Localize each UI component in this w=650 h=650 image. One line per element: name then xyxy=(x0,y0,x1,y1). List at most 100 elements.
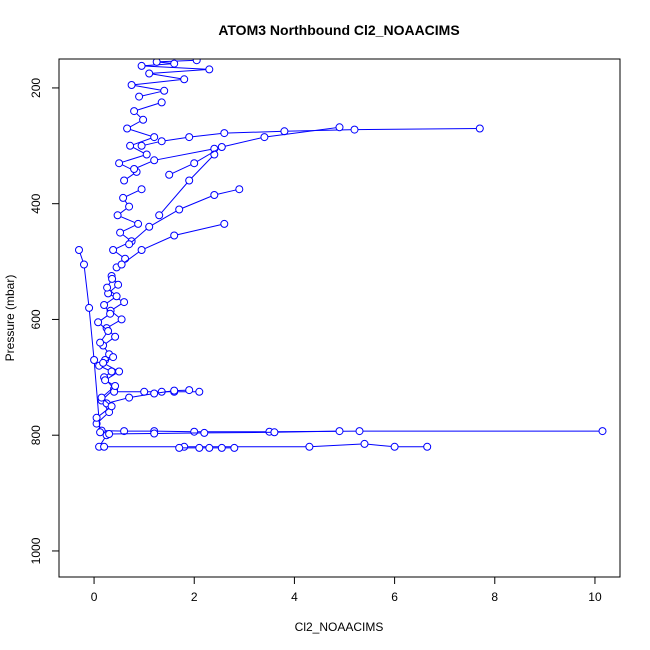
data-point xyxy=(127,81,136,89)
data-point xyxy=(200,428,209,437)
series-line-13 xyxy=(104,443,428,448)
data-point xyxy=(109,246,118,254)
data-point xyxy=(160,86,169,95)
data-point xyxy=(137,61,146,70)
data-point xyxy=(195,443,204,452)
data-point xyxy=(116,228,125,237)
data-point xyxy=(170,59,179,68)
data-point xyxy=(120,176,129,185)
data-point xyxy=(108,274,117,283)
data-point xyxy=(111,332,120,341)
series-line-4 xyxy=(131,59,210,98)
data-point xyxy=(155,211,164,220)
data-point xyxy=(220,219,229,228)
data-point xyxy=(125,240,134,249)
data-point xyxy=(335,427,344,436)
data-point xyxy=(235,185,244,194)
x-tick-label: 4 xyxy=(291,590,298,604)
y-tick-label: 600 xyxy=(29,309,43,329)
plot-frame xyxy=(58,58,621,578)
data-point xyxy=(109,353,118,362)
x-tick-label: 2 xyxy=(191,590,198,604)
data-point xyxy=(192,59,201,65)
chart-title: ATOM3 Northbound Cl2_NOAACIMS xyxy=(218,22,459,38)
data-point xyxy=(230,443,239,452)
data-point xyxy=(117,315,126,324)
data-point xyxy=(100,301,109,309)
data-point xyxy=(125,202,134,211)
x-tick-label: 0 xyxy=(91,590,98,604)
data-point xyxy=(210,150,219,159)
data-point xyxy=(145,69,154,78)
series-line-2 xyxy=(112,188,142,268)
data-point xyxy=(126,141,135,150)
data-point xyxy=(152,59,161,66)
data-point xyxy=(139,115,148,124)
data-point xyxy=(94,318,103,327)
data-point xyxy=(137,141,146,150)
data-point xyxy=(115,367,124,376)
data-point xyxy=(92,413,101,422)
data-point xyxy=(115,159,124,168)
data-point xyxy=(100,442,109,451)
data-point xyxy=(135,92,144,101)
y-tick-label: 200 xyxy=(29,78,43,98)
data-point xyxy=(217,443,226,452)
data-point xyxy=(117,260,126,269)
data-point xyxy=(355,427,364,436)
data-point xyxy=(90,356,99,364)
data-point xyxy=(119,193,128,202)
x-tick-label: 6 xyxy=(391,590,398,604)
data-point xyxy=(106,309,115,318)
data-point xyxy=(220,129,229,138)
data-point xyxy=(101,376,110,385)
data-point xyxy=(165,170,174,179)
x-axis: 0 2 4 6 8 10 xyxy=(91,576,602,604)
data-point xyxy=(112,292,121,301)
data-point xyxy=(205,65,214,74)
data-point xyxy=(150,133,159,142)
data-point xyxy=(150,156,159,165)
data-point xyxy=(150,429,159,438)
data-point xyxy=(103,283,112,292)
data-point xyxy=(137,185,146,194)
y-tick-label: 400 xyxy=(29,193,43,213)
series-line-8 xyxy=(121,223,225,265)
data-point xyxy=(130,165,139,173)
series-line-3 xyxy=(117,101,162,181)
data-point xyxy=(96,428,105,437)
data-point xyxy=(190,159,199,168)
series-line-11 xyxy=(101,430,603,433)
data-point xyxy=(80,260,88,269)
data-point xyxy=(157,98,166,107)
data-point xyxy=(157,137,166,146)
data-point xyxy=(134,219,143,228)
x-tick-label: 8 xyxy=(491,590,498,604)
data-point xyxy=(97,393,106,402)
data-point xyxy=(190,427,199,436)
data-point xyxy=(350,125,359,134)
data-point xyxy=(260,133,269,142)
data-point xyxy=(195,387,204,396)
data-point xyxy=(113,211,122,220)
y-axis: 200 400 600 800 1000 xyxy=(29,78,60,564)
series-line-1 xyxy=(102,275,126,355)
plot-area xyxy=(75,59,607,452)
data-point xyxy=(99,358,108,367)
data-point xyxy=(150,389,159,398)
data-point xyxy=(120,298,129,307)
data-point xyxy=(107,402,116,411)
series-line-7 xyxy=(128,188,240,245)
data-point xyxy=(180,75,189,84)
data-point xyxy=(114,280,123,289)
data-point xyxy=(305,442,314,451)
data-point xyxy=(390,442,399,451)
data-point xyxy=(205,443,214,452)
data-point xyxy=(104,327,113,335)
data-point xyxy=(423,442,432,451)
data-point xyxy=(145,222,154,231)
data-point xyxy=(185,176,194,185)
data-point xyxy=(475,124,484,133)
series-line-6 xyxy=(133,126,340,170)
data-point xyxy=(170,386,179,395)
